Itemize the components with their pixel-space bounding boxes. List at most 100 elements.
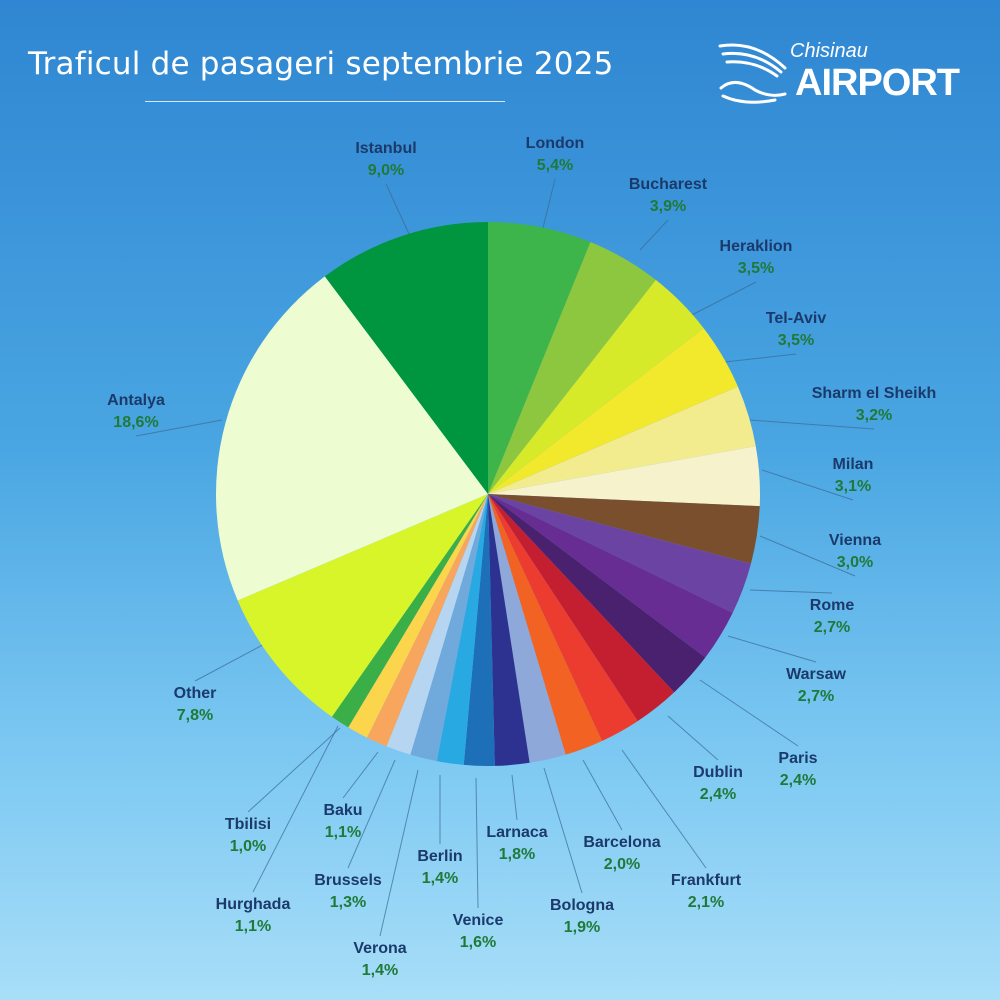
data-label: Venice 1,6% (453, 910, 504, 954)
data-label: Bucharest 3,9% (629, 174, 707, 218)
pie-slice-hurghada (366, 494, 488, 747)
data-label: Milan 3,1% (833, 454, 874, 498)
data-label: Tbilisi 1,0% (225, 814, 271, 858)
label-name: Other (173, 685, 217, 702)
label-name: Dublin (693, 764, 743, 781)
pie-slice-paris (488, 494, 706, 693)
leader-line (511, 774, 518, 821)
data-label: Other 7,8% (174, 683, 217, 727)
pie-slice-vienna (488, 494, 760, 564)
label-value: 5,4% (536, 157, 574, 174)
label-value: 1,3% (329, 894, 367, 911)
leader-line (542, 178, 556, 229)
label-name: Istanbul (355, 140, 417, 157)
label-name: Brussels (314, 872, 382, 889)
data-label: Vienna 3,0% (829, 530, 881, 574)
leader-line (347, 759, 396, 869)
label-value: 2,1% (687, 894, 725, 911)
label-name: Hurghada (215, 896, 291, 913)
leader-line (685, 281, 757, 319)
pie-slice-verona (410, 494, 488, 762)
data-label: Berlin 1,4% (417, 846, 462, 890)
leader-line (379, 769, 419, 937)
label-name: Vienna (828, 532, 882, 549)
logo-text-bottom: AIRPORT (795, 62, 960, 104)
label-name: Tel-Aviv (765, 310, 827, 327)
label-name: Tbilisi (224, 816, 272, 833)
pie-slice-other (237, 494, 488, 717)
label-value: 3,9% (649, 198, 687, 215)
label-name: Larnaca (486, 824, 548, 841)
pie-slice-heraklion (488, 279, 704, 494)
label-name: Barcelona (583, 834, 661, 851)
label-name: London (525, 135, 585, 152)
pie-slice-bologna (488, 494, 566, 763)
pie-slice-milan (488, 446, 760, 507)
pie-slice-sharm-el-sheikh (488, 386, 756, 494)
label-name: Sharm el Sheikh (811, 385, 937, 402)
logo-text-top: Chisinau (790, 40, 868, 62)
data-label: Istanbul 9,0% (355, 138, 416, 182)
leader-line (621, 749, 707, 869)
data-label: Barcelona 2,0% (583, 832, 660, 876)
leader-line (582, 759, 623, 831)
pie-slice-tbilisi (331, 494, 488, 728)
data-label: Hurghada 1,1% (216, 894, 291, 938)
data-label: Brussels 1,3% (314, 870, 382, 914)
label-value: 9,0% (367, 162, 405, 179)
leader-line (342, 751, 379, 799)
pie-slice-larnaca (488, 494, 530, 766)
pie-slice-berlin (436, 494, 488, 765)
data-label: Frankfurt 2,1% (671, 870, 741, 914)
label-value: 2,7% (813, 619, 851, 636)
pie-slice-baku (348, 494, 488, 738)
pie-slice-istanbul (324, 222, 488, 494)
label-value: 1,4% (421, 870, 459, 887)
leader-line (135, 419, 223, 437)
pie-slice-antalya (215, 276, 488, 601)
label-value: 7,8% (176, 707, 214, 724)
data-label: Heraklion 3,5% (720, 236, 793, 280)
label-value: 2,4% (779, 772, 817, 789)
pie-slice-rome (488, 494, 751, 613)
data-label: Tel-Aviv 3,5% (766, 308, 826, 352)
data-label: Sharm el Sheikh 3,2% (812, 383, 937, 427)
label-name: Antalya (107, 392, 165, 409)
leader-line (749, 419, 875, 430)
label-value: 1,0% (229, 838, 267, 855)
label-value: 3,5% (777, 332, 815, 349)
pie-slice-london (488, 222, 591, 494)
label-value: 3,1% (834, 478, 872, 495)
leader-line (639, 219, 669, 251)
label-value: 2,0% (603, 856, 641, 873)
leader-line (761, 469, 854, 501)
data-label: Warsaw 2,7% (786, 664, 846, 708)
pie-slice-bucharest (488, 242, 656, 494)
leader-line (247, 727, 341, 813)
pie-slice-frankfurt (488, 494, 638, 741)
leader-line (724, 353, 797, 363)
data-label: Rome 2,7% (810, 595, 854, 639)
data-label: Dublin 2,4% (693, 762, 743, 806)
title-underline (145, 101, 505, 102)
pie-slice-dublin (488, 494, 675, 722)
wing-hand-icon (718, 43, 787, 104)
label-value: 2,4% (699, 786, 737, 803)
label-name: Bologna (550, 897, 614, 914)
label-name: Venice (452, 912, 504, 929)
pie-slice-warsaw (488, 494, 733, 658)
data-label: Antalya 18,6% (107, 390, 165, 434)
leader-line (385, 183, 411, 237)
leader-line (667, 715, 719, 761)
label-value: 1,4% (361, 962, 399, 979)
label-name: Rome (809, 597, 855, 614)
leader-line (475, 777, 479, 909)
data-label: London 5,4% (526, 133, 585, 177)
chisinau-airport-logo: Chisinau AIRPORT (715, 38, 965, 108)
label-name: Baku (323, 802, 363, 819)
label-value: 3,2% (855, 407, 893, 424)
label-value: 3,0% (836, 554, 874, 571)
label-value: 1,8% (498, 846, 536, 863)
pie-slice-tel-aviv (488, 328, 738, 494)
